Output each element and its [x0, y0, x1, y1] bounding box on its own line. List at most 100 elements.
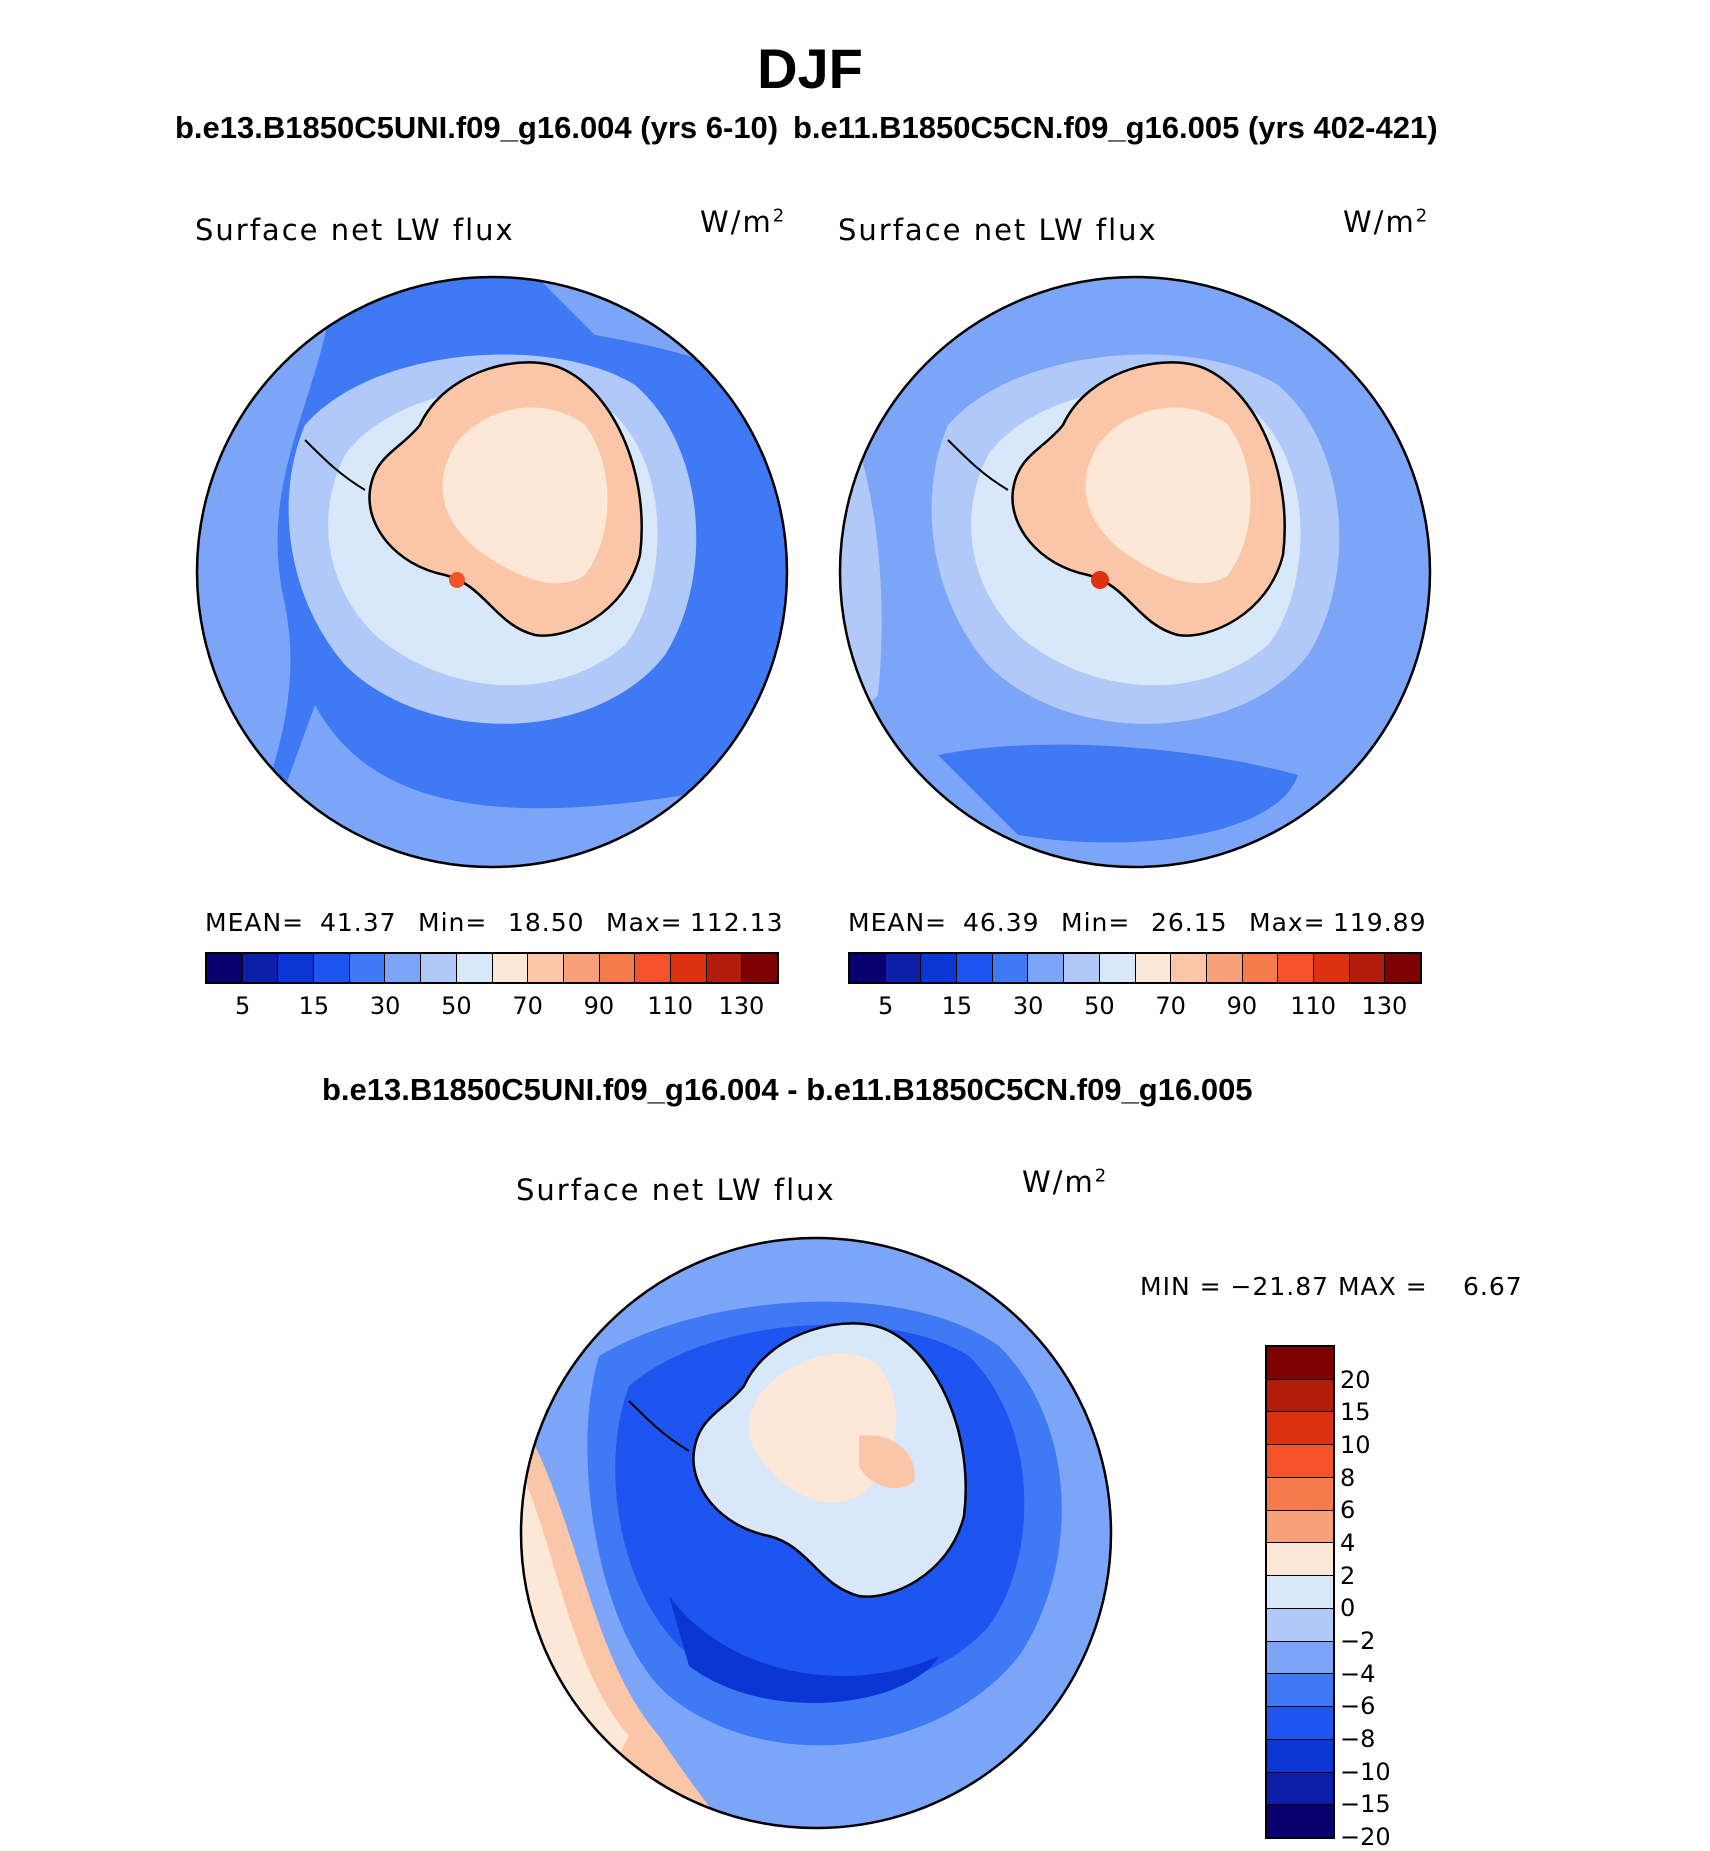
colorbar-swatch	[492, 954, 529, 982]
colorbar-label: 110	[647, 992, 694, 1020]
colorbar-swatch	[528, 954, 564, 982]
diff-max-value: 6.67	[1463, 1272, 1523, 1301]
colorbar-swatch	[599, 954, 636, 982]
panel2-min: 26.15	[1151, 908, 1228, 937]
colorbar-swatch	[1171, 954, 1207, 982]
colorbar-label: 5	[234, 992, 251, 1020]
colorbar-swatch	[1135, 954, 1172, 982]
colorbar-swatch	[207, 954, 243, 982]
map-boundary	[195, 275, 789, 869]
colorbar-label: 70	[512, 992, 543, 1020]
colorbar-label: 4	[1340, 1529, 1356, 1557]
colorbar-label: 0	[1340, 1594, 1356, 1623]
ocean-low-band	[938, 744, 1298, 843]
panel2-map	[838, 275, 1432, 869]
panel1-mean-label: MEAN=	[205, 908, 305, 937]
colorbar-swatch	[1267, 1379, 1333, 1413]
colorbar-swatch	[670, 954, 707, 982]
colorbar-label: 70	[1155, 992, 1186, 1020]
colorbar-label: 15	[1340, 1398, 1371, 1427]
colorbar-label: 50	[441, 992, 472, 1020]
colorbar-label: 15	[298, 992, 330, 1020]
panel1-mean: 41.37	[320, 908, 397, 937]
colorbar-swatch	[1267, 1477, 1333, 1511]
colorbar-swatch	[1206, 954, 1243, 982]
page-title: DJF	[757, 37, 863, 100]
colorbar-swatch	[314, 954, 350, 982]
peninsula-outline	[628, 1400, 690, 1452]
colorbar-swatch	[1385, 954, 1420, 982]
colorbar-label: 50	[1084, 992, 1115, 1020]
colorbar-swatch	[1267, 1739, 1333, 1773]
panel2-max-label: Max=	[1249, 908, 1326, 937]
colorbar-label: 10	[1340, 1431, 1371, 1459]
colorbar-label: −6	[1340, 1692, 1376, 1721]
diff-units: W/m2	[1022, 1165, 1109, 1199]
colorbar-swatch	[456, 954, 493, 982]
panel1-max-label: Max=	[606, 908, 683, 937]
colorbar-swatch	[1278, 954, 1314, 982]
panel2-max: 119.89	[1333, 908, 1427, 937]
colorbar-swatch	[1267, 1674, 1333, 1708]
colorbar-swatch	[349, 954, 386, 982]
colorbar-swatch	[1267, 1608, 1333, 1642]
panel1-min-label: Min=	[418, 908, 488, 937]
colorbar-label: 90	[583, 992, 615, 1020]
colorbar-swatch	[563, 954, 600, 982]
colorbar-swatch	[850, 954, 886, 982]
colorbar-swatch	[1064, 954, 1100, 982]
colorbar-swatch	[242, 954, 279, 982]
colorbar-swatch	[957, 954, 993, 982]
panel1-variable: Surface net LW flux	[195, 213, 515, 247]
map-boundary	[519, 1236, 1113, 1830]
panel2-min-label: Min=	[1061, 908, 1131, 937]
colorbar-swatch	[278, 954, 315, 982]
colorbar-label: 5	[877, 992, 894, 1020]
colorbar-label: 90	[1226, 992, 1258, 1020]
peninsula-outline	[304, 439, 366, 491]
map-boundary	[838, 275, 1432, 869]
colorbar-label: −4	[1340, 1659, 1376, 1688]
colorbar-swatch	[742, 954, 777, 982]
colorbar-swatch	[1267, 1576, 1333, 1609]
diff-minmax-label: MIN = −21.87 MAX =	[1140, 1272, 1428, 1301]
colorbar-label: −20	[1340, 1823, 1391, 1851]
colorbar-swatch	[1267, 1445, 1333, 1478]
panel2-colorbar	[848, 952, 1422, 984]
colorbar-label: 130	[1361, 992, 1408, 1020]
colorbar-swatch	[1349, 954, 1386, 982]
panel2-mean-label: MEAN=	[848, 908, 948, 937]
colorbar-label: 8	[1340, 1463, 1356, 1492]
colorbar-swatch	[1267, 1707, 1333, 1740]
panel2-units: W/m2	[1343, 205, 1430, 239]
panel1-max: 112.13	[690, 908, 784, 937]
colorbar-swatch	[1267, 1510, 1333, 1544]
colorbar-label: 15	[941, 992, 973, 1020]
panel2-mean: 46.39	[963, 908, 1040, 937]
diff-title: b.e13.B1850C5UNI.f09_g16.004 - b.e11.B18…	[322, 1072, 1253, 1107]
panel2-variable: Surface net LW flux	[838, 213, 1158, 247]
colorbar-swatch	[1267, 1543, 1333, 1577]
panel1-map	[195, 275, 789, 869]
colorbar-swatch	[1099, 954, 1136, 982]
colorbar-swatch	[1267, 1641, 1333, 1675]
colorbar-label: −15	[1340, 1790, 1391, 1819]
colorbar-label: 110	[1290, 992, 1337, 1020]
colorbar-swatch	[1028, 954, 1065, 982]
colorbar-swatch	[635, 954, 671, 982]
colorbar-swatch	[385, 954, 422, 982]
colorbar-label: −10	[1340, 1757, 1391, 1786]
colorbar-swatch	[1242, 954, 1279, 982]
diff-variable: Surface net LW flux	[516, 1173, 836, 1207]
colorbar-swatch	[992, 954, 1029, 982]
colorbar-swatch	[1267, 1412, 1333, 1446]
peninsula-outline	[947, 439, 1009, 491]
colorbar-label: 2	[1340, 1561, 1356, 1590]
colorbar-swatch	[1267, 1772, 1333, 1806]
colorbar-swatch	[921, 954, 958, 982]
colorbar-swatch	[1267, 1805, 1333, 1838]
diff-map	[519, 1236, 1113, 1830]
colorbar-label: 30	[369, 992, 401, 1020]
panel1-colorbar	[205, 952, 779, 984]
diff-colorbar	[1265, 1345, 1335, 1839]
